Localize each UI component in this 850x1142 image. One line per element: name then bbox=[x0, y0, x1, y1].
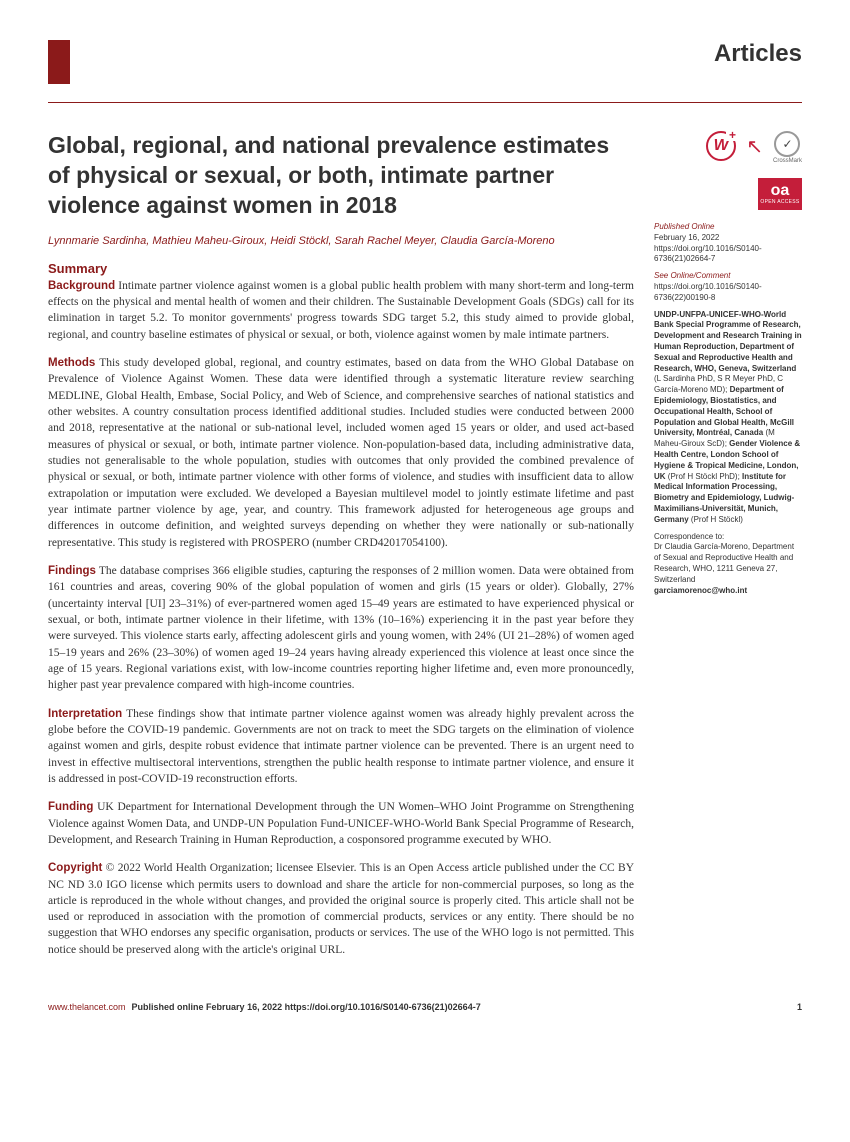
label-methods: Methods bbox=[48, 357, 95, 369]
section-label: Articles bbox=[714, 40, 802, 68]
icons-row: W+ ↖ ✓ CrossMark bbox=[654, 131, 802, 164]
footer: www.thelancet.com Published online Febru… bbox=[48, 994, 802, 1012]
section-interpretation: Interpretation These findings show that … bbox=[48, 706, 634, 788]
label-funding: Funding bbox=[48, 801, 93, 813]
see-online: See Online/Comment https://doi.org/10.10… bbox=[654, 271, 802, 303]
page-number: 1 bbox=[797, 1002, 802, 1012]
footer-url[interactable]: www.thelancet.com bbox=[48, 1002, 126, 1012]
section-methods: Methods This study developed global, reg… bbox=[48, 355, 634, 551]
label-interpretation: Interpretation bbox=[48, 708, 122, 720]
correspondence: Correspondence to: Dr Claudia García-Mor… bbox=[654, 532, 802, 597]
text-funding: UK Department for International Developm… bbox=[48, 801, 634, 846]
label-background: Background bbox=[48, 280, 115, 292]
section-findings: Findings The database comprises 366 elig… bbox=[48, 563, 634, 694]
published-online: Published Online February 16, 2022 https… bbox=[654, 222, 802, 265]
section-funding: Funding UK Department for International … bbox=[48, 799, 634, 848]
text-methods: This study developed global, regional, a… bbox=[48, 357, 634, 549]
article-title: Global, regional, and national prevalenc… bbox=[48, 131, 634, 221]
open-access-badge: oa OPEN ACCESS bbox=[758, 178, 802, 210]
summary-heading: Summary bbox=[48, 261, 634, 276]
authors-list: Lynnmarie Sardinha, Mathieu Maheu-Giroux… bbox=[48, 235, 634, 247]
text-background: Intimate partner violence against women … bbox=[48, 280, 634, 341]
crossmark-icon[interactable]: ✓ CrossMark bbox=[773, 131, 802, 164]
label-copyright: Copyright bbox=[48, 862, 102, 874]
affiliations: UNDP-UNFPA-UNICEF-WHO-World Bank Special… bbox=[654, 310, 802, 526]
footer-pub-info: Published online February 16, 2022 https… bbox=[132, 1002, 481, 1012]
section-copyright: Copyright © 2022 World Health Organizati… bbox=[48, 860, 634, 958]
header-bar: Articles bbox=[48, 40, 802, 84]
w-plus-icon[interactable]: W+ bbox=[706, 131, 736, 161]
red-block-decoration bbox=[48, 40, 70, 84]
text-copyright: © 2022 World Health Organization; licens… bbox=[48, 862, 634, 956]
divider bbox=[48, 102, 802, 103]
cursor-icon[interactable]: ↖ bbox=[746, 134, 763, 164]
section-background: Background Intimate partner violence aga… bbox=[48, 278, 634, 343]
label-findings: Findings bbox=[48, 565, 96, 577]
text-interpretation: These findings show that intimate partne… bbox=[48, 708, 634, 785]
text-findings: The database comprises 366 eligible stud… bbox=[48, 565, 634, 691]
